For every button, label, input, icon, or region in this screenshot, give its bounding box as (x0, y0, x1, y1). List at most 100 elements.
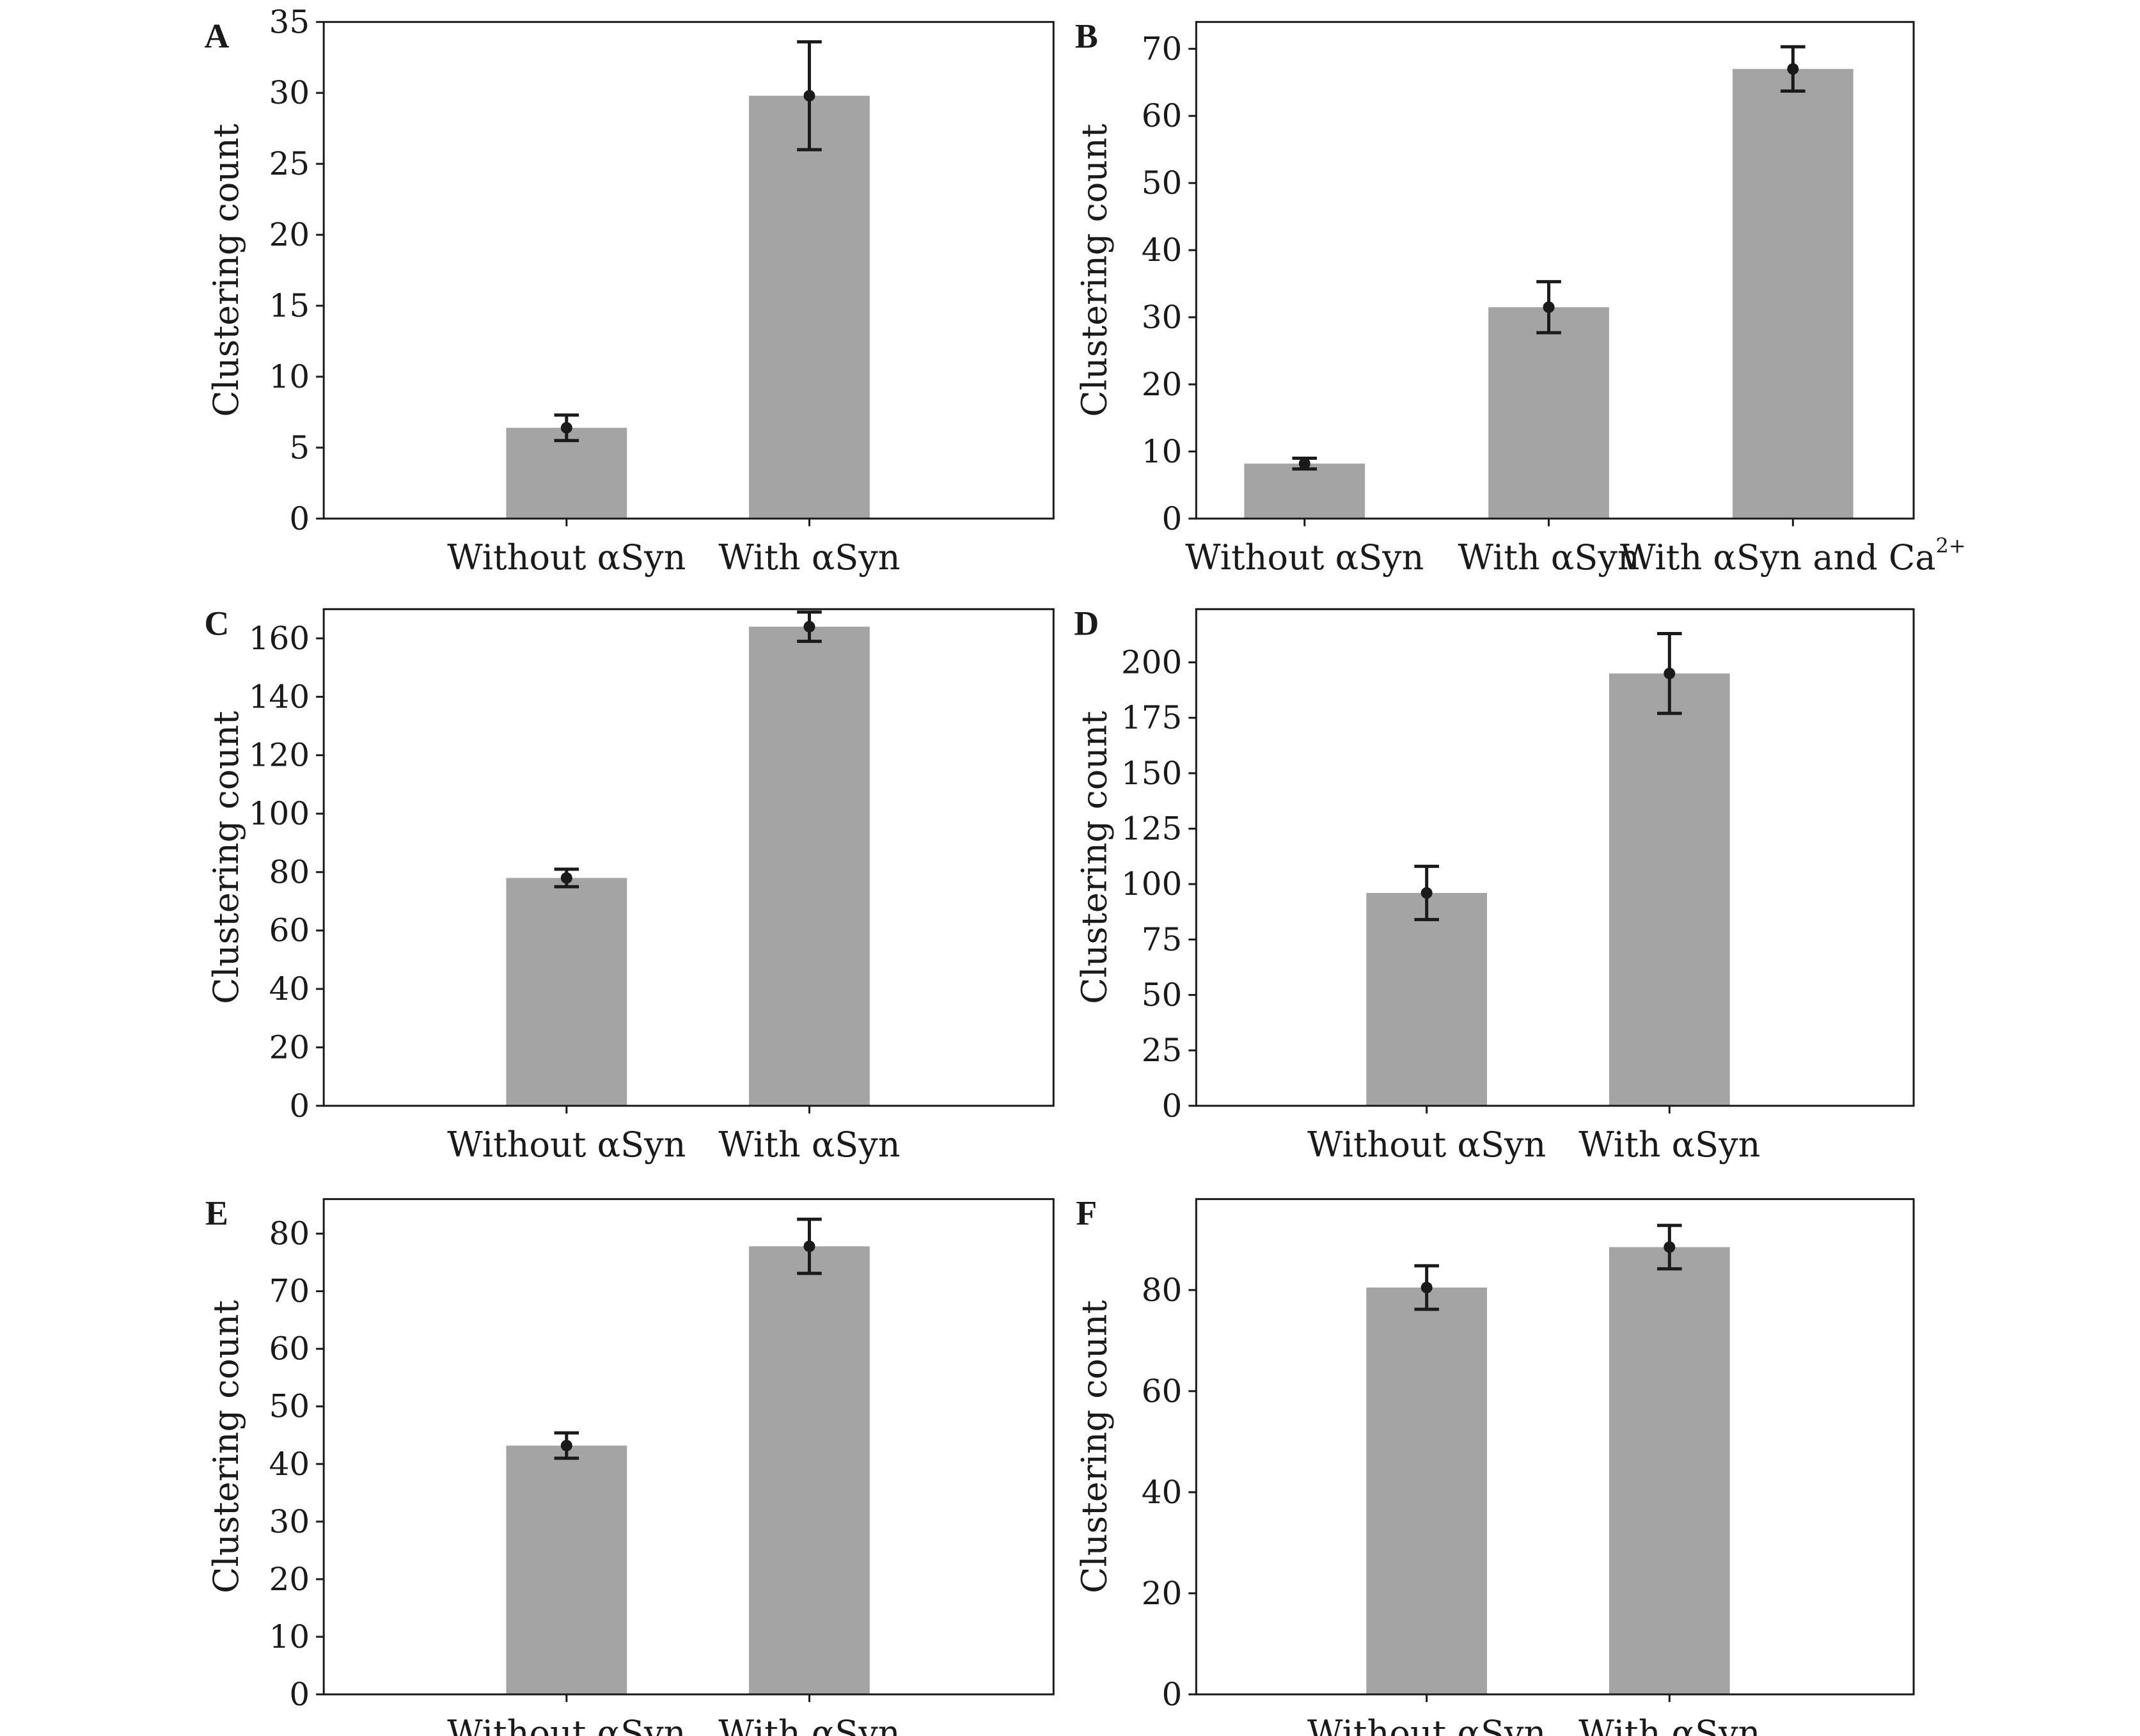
panel-c: C 0 20 40 60 80 100 120 140 160 Without αSyn With α… (204, 604, 1055, 1165)
y-tick-label: 20 (269, 1029, 310, 1066)
panel-label: C (204, 604, 229, 642)
y-tick-label: 60 (269, 1330, 310, 1368)
category-label: With αSyn (718, 1124, 900, 1165)
y-tick-label: 10 (269, 358, 310, 395)
y-tick-label: 60 (269, 912, 310, 949)
y-tick-label: 40 (1142, 1474, 1183, 1511)
y-tick-label: 20 (1142, 366, 1183, 403)
panel-d: D 0 25 50 75 100 125 150 175 200 Without αSyn With … (1074, 604, 1915, 1165)
y-tick-label: 200 (1121, 644, 1182, 681)
panel-label: A (204, 17, 229, 55)
y-tick-label: 10 (269, 1618, 310, 1655)
category-label: With αSyn (718, 537, 900, 578)
y-tick-label: 0 (289, 1087, 310, 1124)
y-tick-label: 0 (289, 1676, 310, 1713)
bar-2 (1609, 673, 1730, 1106)
category-label: Without αSyn (447, 537, 686, 578)
mean-point-1 (1420, 1281, 1433, 1293)
bar-3 (1732, 68, 1853, 519)
mean-point-2 (803, 620, 815, 633)
bar-1 (1366, 893, 1488, 1106)
bar-1 (1244, 463, 1365, 519)
y-tick-label: 40 (269, 970, 310, 1007)
category-label: With αSyn (1578, 1124, 1760, 1165)
y-tick-label: 0 (1162, 500, 1183, 537)
y-tick-label: 30 (269, 1503, 310, 1540)
y-tick-label: 40 (1142, 232, 1183, 269)
plot-frame (1195, 20, 1915, 520)
y-tick-label: 40 (269, 1446, 310, 1483)
bar-1 (1366, 1287, 1488, 1694)
mean-point-2 (1664, 667, 1676, 679)
y-tick-label: 125 (1121, 810, 1182, 847)
bar-2 (749, 95, 870, 519)
y-tick-label: 25 (269, 145, 310, 182)
panel-a: A 0 5 10 15 20 25 30 35 Without αSyn With αSyn Clus… (204, 3, 1055, 578)
plot-frame (1195, 608, 1915, 1107)
y-tick-label: 60 (1142, 97, 1183, 134)
panel-label: B (1075, 17, 1098, 55)
category-label: With αSyn (1578, 1713, 1760, 1736)
y-tick-label: 150 (1121, 755, 1182, 792)
y-tick-label: 20 (269, 216, 310, 253)
category-label: Without αSyn (1307, 1713, 1546, 1736)
mean-point-1 (1420, 887, 1433, 899)
bar-1 (506, 1445, 627, 1694)
bar-2 (1609, 1247, 1730, 1694)
panel-b: B 0 10 20 30 40 50 60 70 Without αSyn With αSynWit… (1074, 17, 1966, 577)
y-tick-label: 20 (1142, 1575, 1183, 1612)
category-label: With αSyn (718, 1713, 900, 1736)
y-tick-label: 140 (249, 678, 310, 715)
y-tick-label: 5 (289, 429, 310, 466)
mean-point-1 (1298, 457, 1310, 470)
y-axis-label: Clustering count (1074, 123, 1115, 417)
y-tick-label: 20 (269, 1561, 310, 1598)
y-tick-label: 70 (269, 1273, 310, 1310)
y-tick-label: 175 (1121, 699, 1182, 736)
y-tick-label: 0 (1162, 1087, 1183, 1124)
mean-point-2 (1664, 1241, 1676, 1253)
y-tick-label: 80 (269, 1215, 310, 1252)
plot-frame (322, 20, 1055, 520)
y-tick-label: 25 (1142, 1032, 1183, 1069)
y-tick-label: 0 (1162, 1676, 1183, 1713)
mean-point-3 (1787, 63, 1799, 75)
y-tick-label: 15 (269, 287, 310, 324)
y-tick-label: 50 (1142, 164, 1183, 201)
bar-2 (1488, 307, 1609, 519)
y-tick-label: 50 (269, 1388, 310, 1425)
bar-1 (506, 878, 627, 1106)
panel-e: E 0 10 20 30 40 50 60 70 80 Without αSyn With αSyn C… (205, 1194, 1055, 1736)
mean-point-2 (803, 1240, 815, 1252)
category-label: Without αSyn (447, 1124, 686, 1165)
mean-point-1 (560, 1439, 572, 1451)
plot-frame (322, 1198, 1055, 1696)
y-tick-label: 50 (1142, 976, 1183, 1013)
y-tick-label: 30 (269, 74, 310, 111)
y-tick-label: 70 (1142, 30, 1183, 67)
y-tick-label: 30 (1142, 299, 1183, 336)
y-tick-label: 35 (269, 3, 310, 40)
category-label: Without αSyn (1307, 1124, 1546, 1165)
mean-point-1 (560, 422, 572, 434)
category-label: With αSyn (1458, 537, 1639, 578)
y-axis-label: Clustering count (206, 1300, 246, 1593)
y-tick-label: 60 (1142, 1373, 1183, 1410)
y-tick-label: 10 (1142, 433, 1183, 470)
y-tick-label: 75 (1142, 921, 1183, 958)
category-label: Without αSyn (1185, 537, 1424, 578)
mean-point-2 (803, 90, 815, 102)
y-tick-label: 80 (1142, 1272, 1183, 1309)
y-tick-label: 120 (249, 737, 310, 774)
category-label: With αSyn and Ca2+ (1620, 533, 1966, 578)
y-tick-label: 100 (1121, 865, 1182, 903)
mean-point-1 (560, 872, 572, 884)
y-axis-label: Clustering count (1074, 1300, 1115, 1593)
plot-frame (1195, 1198, 1915, 1696)
y-tick-label: 80 (269, 853, 310, 890)
y-axis-label: Clustering count (1074, 711, 1115, 1004)
mean-point-2 (1543, 301, 1555, 313)
plot-frame (322, 608, 1055, 1107)
y-axis-label: Clustering count (206, 711, 246, 1004)
